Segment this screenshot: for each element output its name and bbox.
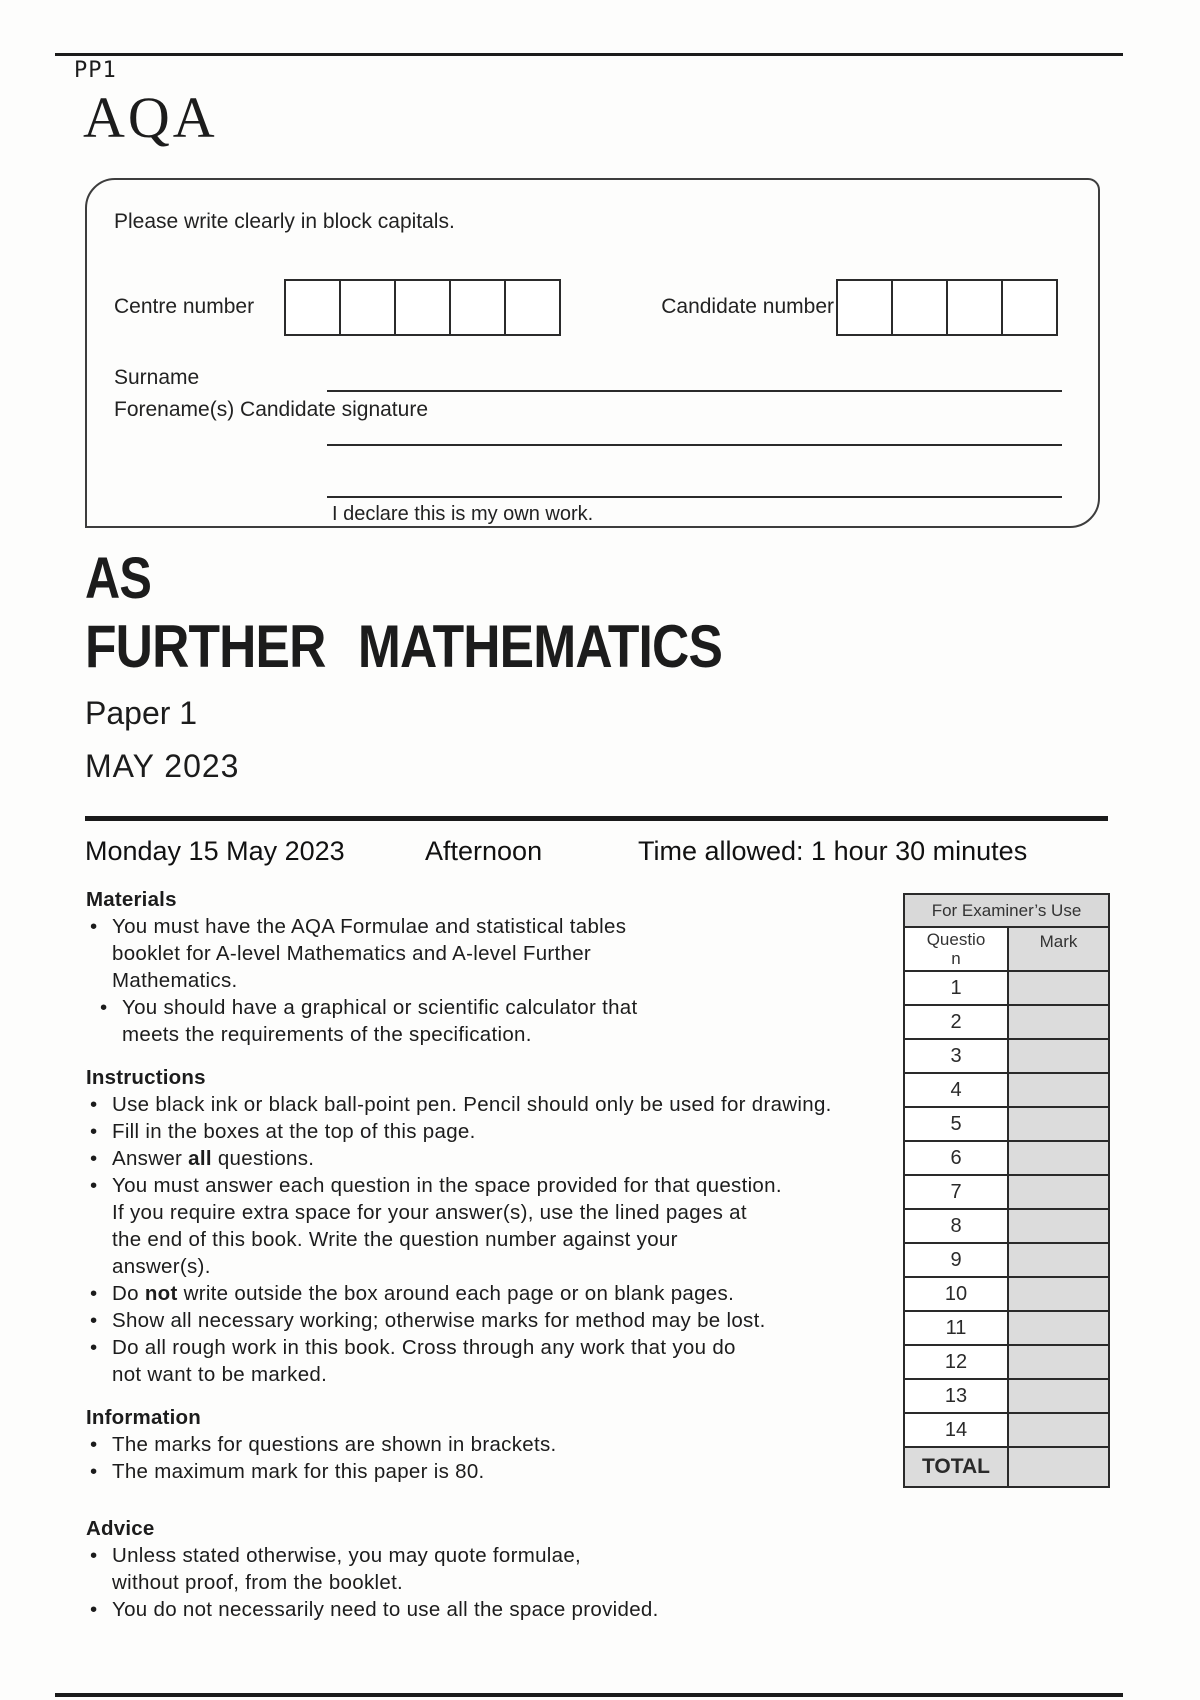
table-row: 9 (903, 1242, 1110, 1278)
front-page-notes: Materials You must have the AQA Formulae… (86, 886, 976, 1639)
mark-cell[interactable] (1007, 1004, 1110, 1040)
mark-cell[interactable] (1007, 1106, 1110, 1142)
materials-item-cont: meets the requirements of the specificat… (122, 1023, 532, 1046)
paper-code: PP1 (74, 58, 117, 83)
mark-cell[interactable] (1007, 1310, 1110, 1346)
total-mark-cell[interactable] (1007, 1446, 1110, 1488)
candidate-details-box: Please write clearly in block capitals. … (85, 178, 1100, 528)
instructions-item: Do not write outside the box around each… (86, 1280, 976, 1307)
question-number-cell: 9 (903, 1242, 1009, 1278)
information-item: The marks for questions are shown in bra… (86, 1431, 976, 1458)
bottom-rule (55, 1693, 1123, 1697)
information-heading: Information (86, 1406, 201, 1429)
mark-cell[interactable] (1007, 1412, 1110, 1448)
advice-item-cont: without proof, from the booklet. (112, 1571, 404, 1594)
instructions-item-cont: not want to be marked. (112, 1363, 328, 1386)
mark-cell[interactable] (1007, 1072, 1110, 1108)
question-number-cell: 8 (903, 1208, 1009, 1244)
centre-number-cell[interactable] (284, 279, 341, 336)
materials-item-cont: Mathematics. (112, 969, 238, 992)
materials-item: You should have a graphical or scientifi… (86, 994, 976, 1021)
candidate-number-cell[interactable] (1001, 279, 1058, 336)
instructions-item-cont: If you require extra space for your answ… (112, 1201, 747, 1224)
forename-signature-label: Forename(s) Candidate signature (114, 398, 428, 421)
instructions-section: Instructions Use black ink or black ball… (86, 1064, 976, 1388)
candidate-number-label: Candidate number (661, 295, 834, 318)
instructions-item: Show all necessary working; otherwise ma… (86, 1307, 976, 1334)
table-row: 13 (903, 1378, 1110, 1414)
declaration-text: I declare this is my own work. (332, 503, 594, 525)
qualification-level: AS (85, 546, 152, 611)
mark-cell[interactable] (1007, 1344, 1110, 1380)
mark-cell[interactable] (1007, 1140, 1110, 1176)
materials-heading: Materials (86, 888, 177, 911)
mark-cell[interactable] (1007, 1038, 1110, 1074)
mark-cell[interactable] (1007, 1208, 1110, 1244)
candidate-number-cell[interactable] (891, 279, 948, 336)
advice-item: Unless stated otherwise, you may quote f… (86, 1542, 976, 1569)
information-item: The maximum mark for this paper is 80. (86, 1458, 976, 1485)
instructions-item: Do all rough work in this book. Cross th… (86, 1334, 976, 1361)
top-rule (55, 53, 1123, 56)
instructions-item: Answer all questions. (86, 1145, 976, 1172)
subject-title: FURTHER MATHEMATICS (85, 613, 723, 680)
instructions-item-cont: the end of this book. Write the question… (112, 1228, 678, 1251)
exam-session: MAY 2023 (85, 748, 240, 784)
time-allowed: Time allowed: 1 hour 30 minutes (638, 836, 1028, 866)
exam-session-time: Afternoon (425, 836, 543, 866)
materials-item-cont: booklet for A-level Mathematics and A-le… (112, 942, 592, 965)
candidate-number-cells (836, 279, 1058, 336)
divider-rule (85, 816, 1108, 821)
block-capitals-instruction: Please write clearly in block capitals. (114, 210, 455, 233)
mark-cell[interactable] (1007, 1174, 1110, 1210)
forename-line[interactable] (327, 444, 1062, 446)
advice-section: Advice Unless stated otherwise, you may … (86, 1515, 976, 1623)
instructions-item: Fill in the boxes at the top of this pag… (86, 1118, 976, 1145)
instructions-item: You must answer each question in the spa… (86, 1172, 976, 1199)
information-section: Information The marks for questions are … (86, 1404, 976, 1485)
mark-cell[interactable] (1007, 1276, 1110, 1312)
centre-number-cell[interactable] (394, 279, 451, 336)
table-row: 4 (903, 1072, 1110, 1108)
instructions-item: Use black ink or black ball-point pen. P… (86, 1091, 976, 1118)
instructions-item-cont: answer(s). (112, 1255, 211, 1278)
materials-item: You must have the AQA Formulae and stati… (86, 913, 976, 940)
candidate-number-cell[interactable] (946, 279, 1003, 336)
materials-section: Materials You must have the AQA Formulae… (86, 886, 976, 1048)
signature-line[interactable] (327, 496, 1062, 498)
mark-cell[interactable] (1007, 970, 1110, 1006)
centre-number-cell[interactable] (339, 279, 396, 336)
aqa-logo: AQA (83, 85, 218, 150)
surname-line[interactable] (327, 390, 1062, 392)
table-row: 3 (903, 1038, 1110, 1074)
instructions-heading: Instructions (86, 1066, 206, 1089)
question-number-cell: 13 (903, 1378, 1009, 1414)
mark-cell[interactable] (1007, 1242, 1110, 1278)
centre-number-cell[interactable] (449, 279, 506, 336)
advice-item: You do not necessarily need to use all t… (86, 1596, 976, 1623)
surname-label: Surname (114, 366, 200, 389)
mark-column-header: Mark (1007, 926, 1110, 972)
candidate-number-cell[interactable] (836, 279, 893, 336)
advice-heading: Advice (86, 1517, 155, 1540)
table-row: 8 (903, 1208, 1110, 1244)
question-number-cell: 3 (903, 1038, 1009, 1074)
paper-number: Paper 1 (85, 695, 198, 731)
centre-number-label: Centre number (114, 295, 255, 318)
mark-cell[interactable] (1007, 1378, 1110, 1414)
centre-number-cells (284, 279, 561, 336)
centre-number-cell[interactable] (504, 279, 561, 336)
exam-date: Monday 15 May 2023 (85, 836, 345, 866)
